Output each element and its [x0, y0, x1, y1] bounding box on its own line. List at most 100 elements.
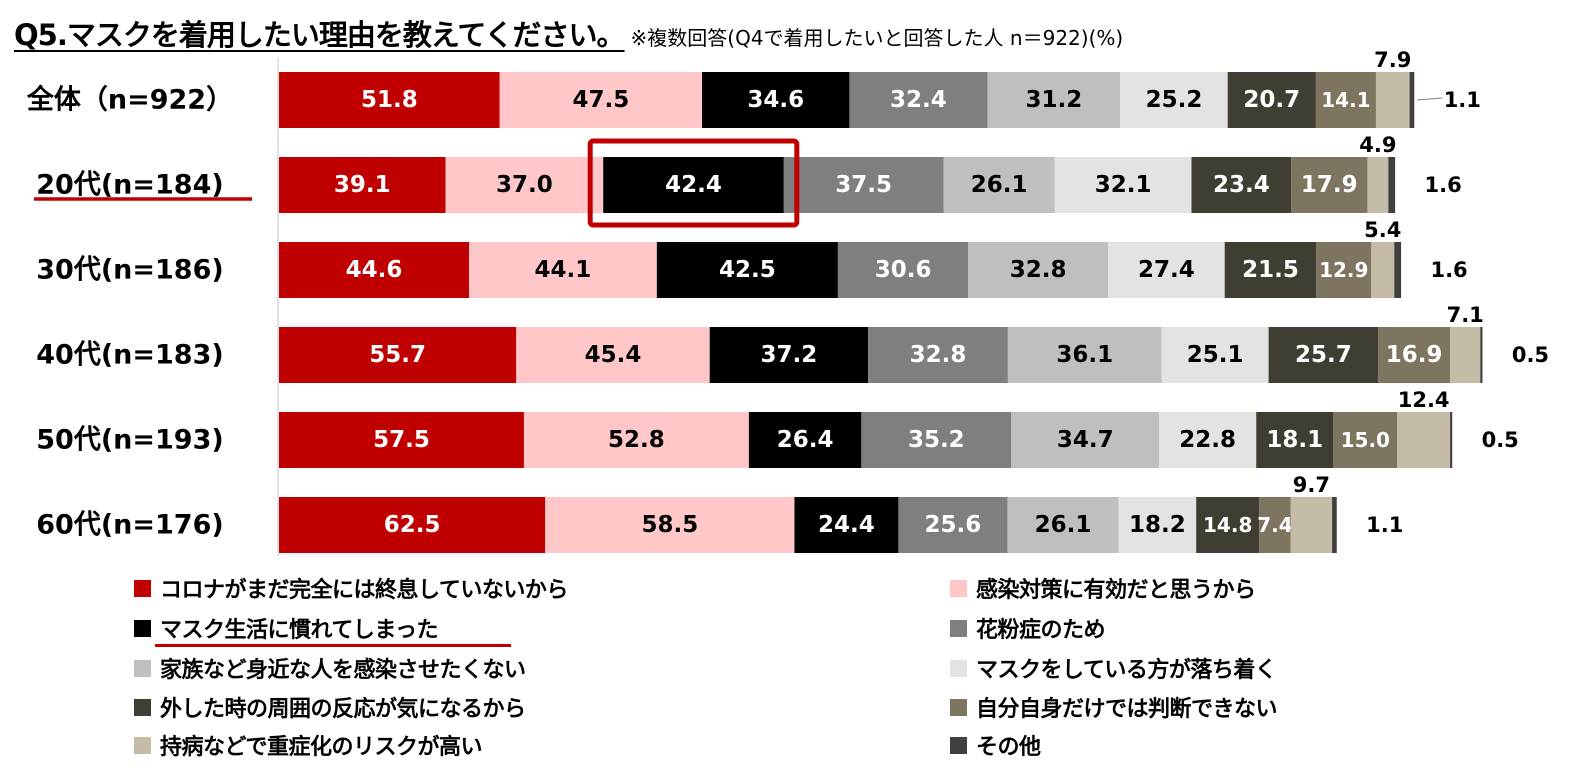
bar-label-1-2: 42.4 [665, 172, 722, 198]
bar-0-7 [1315, 72, 1376, 128]
bar-3-8 [1450, 327, 1481, 383]
bar-label-0-7: 14.1 [1321, 88, 1370, 112]
bar-label-5-2: 24.4 [818, 512, 875, 538]
bar-1-8 [1367, 157, 1389, 213]
bar-5-7 [1259, 497, 1291, 553]
bar-label-2-6: 21.5 [1242, 257, 1299, 283]
bar-label-2-7: 12.9 [1319, 258, 1368, 282]
bar-3-6 [1268, 327, 1379, 383]
bar-label-5-9: 1.1 [1366, 513, 1403, 537]
bar-label-2-5: 27.4 [1138, 257, 1195, 283]
bar-1-4 [943, 157, 1055, 213]
bar-0-2 [702, 72, 850, 128]
bar-label-3-6: 25.7 [1295, 342, 1352, 368]
bar-5-8 [1290, 497, 1333, 553]
chart-title: Q5.マスクを着用したい理由を教えてください。 ※複数回答(Q4で着用したいと回答… [14, 12, 1123, 54]
bar-3-7 [1378, 327, 1451, 383]
bar-2-1 [468, 242, 657, 298]
bar-1-1 [445, 157, 604, 213]
bar-5-3 [898, 497, 1008, 553]
bar-label-2-1: 44.1 [535, 257, 592, 283]
bar-label-3-0: 55.7 [369, 342, 426, 368]
bar-label-3-7: 16.9 [1386, 342, 1443, 368]
bar-label-0-1: 47.5 [572, 87, 629, 113]
chart-title-note: ※複数回答(Q4で着用したいと回答した人 n＝922)(%) [630, 26, 1124, 50]
bar-2-8 [1371, 242, 1395, 298]
bar-label-0-9: 1.1 [1444, 88, 1481, 112]
bar-label-5-6: 14.8 [1203, 513, 1252, 537]
bar-label-5-4: 26.1 [1035, 512, 1092, 538]
bar-label-4-1: 52.8 [608, 427, 665, 453]
bar-label-5-8: 9.7 [1293, 473, 1330, 497]
bar-label-1-9: 1.6 [1425, 173, 1462, 197]
category-label-3: 40代(n=183) [36, 340, 223, 371]
bar-0-1 [499, 72, 703, 128]
bar-label-5-3: 25.6 [925, 512, 982, 538]
bar-label-2-0: 44.6 [346, 257, 403, 283]
bar-3-9 [1480, 327, 1483, 383]
bar-3-4 [1007, 327, 1162, 383]
bar-4-4 [1011, 412, 1160, 468]
bar-label-3-2: 37.2 [761, 342, 818, 368]
bar-0-8 [1375, 72, 1410, 128]
bar-0-3 [849, 72, 988, 128]
bar-0-0 [279, 72, 500, 128]
bar-label-1-3: 37.5 [835, 172, 892, 198]
bar-4-8 [1397, 412, 1451, 468]
bar-2-7 [1316, 242, 1372, 298]
category-label-0: 全体（n=922） [26, 84, 233, 116]
bar-label-0-4: 31.2 [1026, 87, 1083, 113]
bar-5-1 [545, 497, 795, 553]
bar-label-0-2: 34.6 [747, 87, 804, 113]
bar-label-1-4: 26.1 [971, 172, 1028, 198]
bar-1-0 [279, 157, 446, 213]
bar-label-4-9: 0.5 [1482, 428, 1519, 452]
bar-5-2 [794, 497, 899, 553]
bar-label-3-4: 36.1 [1056, 342, 1113, 368]
category-label-1: 20代(n=184) [36, 170, 223, 201]
bar-4-1 [523, 412, 749, 468]
bar-label-1-7: 17.9 [1301, 172, 1358, 198]
bar-4-3 [861, 412, 1012, 468]
bar-2-6 [1224, 242, 1317, 298]
bar-1-9 [1388, 157, 1396, 213]
bar-label-1-8: 4.9 [1359, 133, 1396, 157]
bar-2-9 [1394, 242, 1402, 298]
bar-5-6 [1196, 497, 1260, 553]
bar-4-0 [279, 412, 524, 468]
bar-label-0-0: 51.8 [361, 87, 418, 113]
bar-label-3-1: 45.4 [585, 342, 642, 368]
bar-5-9 [1332, 497, 1337, 553]
bar-label-4-4: 34.7 [1057, 427, 1114, 453]
bar-label-2-4: 32.8 [1010, 257, 1067, 283]
bar-label-5-1: 58.5 [641, 512, 698, 538]
bar-label-0-5: 25.2 [1146, 87, 1203, 113]
bar-label-4-0: 57.5 [373, 427, 430, 453]
bar-label-2-9: 1.6 [1430, 258, 1467, 282]
bar-1-6 [1191, 157, 1292, 213]
bar-3-0 [279, 327, 517, 383]
bar-3-1 [516, 327, 710, 383]
bar-label-2-8: 5.4 [1364, 218, 1401, 242]
bar-4-9 [1450, 412, 1453, 468]
bar-label-3-5: 25.1 [1187, 342, 1244, 368]
bar-label-1-6: 23.4 [1213, 172, 1270, 198]
bar-0-4 [987, 72, 1121, 128]
bar-label-4-6: 18.1 [1266, 427, 1323, 453]
bar-4-5 [1159, 412, 1257, 468]
bar-label-3-8: 7.1 [1447, 303, 1484, 327]
bar-label-4-7: 15.0 [1341, 428, 1390, 452]
highlight-box [587, 138, 800, 228]
bar-2-2 [656, 242, 838, 298]
bar-label-1-5: 32.1 [1095, 172, 1152, 198]
bar-label-0-6: 20.7 [1243, 87, 1300, 113]
bar-0-6 [1227, 72, 1316, 128]
bar-5-4 [1007, 497, 1119, 553]
bar-3-5 [1161, 327, 1269, 383]
bar-3-3 [868, 327, 1008, 383]
chart-title-main: Q5.マスクを着用したい理由を教えてください。 [14, 18, 626, 52]
bar-label-0-3: 32.4 [890, 87, 947, 113]
bar-2-4 [968, 242, 1108, 298]
bar-label-3-3: 32.8 [910, 342, 967, 368]
